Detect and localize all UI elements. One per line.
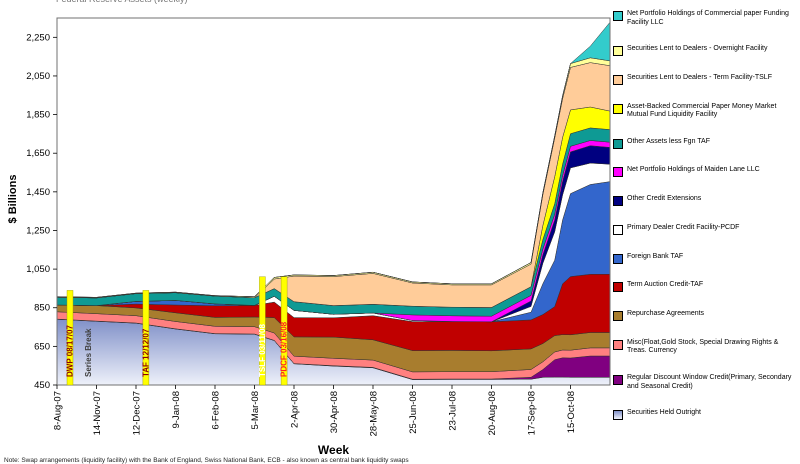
x-tick-label: 23-Jul-08: [448, 391, 459, 431]
clipped-chart-title: Federal Reserve Assets (weekly): [56, 0, 188, 4]
y-tick-label: 2,250: [26, 32, 50, 43]
x-tick-label: 20-Aug-08: [487, 391, 498, 435]
legend-label: Foreign Bank TAF: [627, 252, 684, 260]
legend-label: Securities Lent to Dealers - Overnight F…: [627, 45, 768, 53]
legend-item-other-credit-extensions: Other Credit Extensions: [613, 195, 799, 207]
x-tick-label: 5-Mar-08: [250, 391, 261, 430]
x-tick-label: 14-Nov-07: [92, 391, 103, 435]
legend-item-abcp-mmmf-liquidity: Asset-Backed Commercial Paper Money Mark…: [613, 103, 799, 121]
y-tick-label: 850: [34, 303, 50, 314]
y-tick-label: 450: [34, 380, 50, 391]
event-label: Series Break: [84, 328, 93, 377]
y-tick-label: 1,450: [26, 187, 50, 198]
event-bar-dwp: [66, 290, 74, 386]
legend-swatch-securities-lent-term-tslf: [613, 74, 623, 85]
legend-label: Asset-Backed Commercial Paper Money Mark…: [627, 102, 777, 119]
legend-item-cpff: Net Portfolio Holdings of Commercial pap…: [613, 10, 799, 28]
x-tick-label: 30-Apr-08: [329, 391, 340, 433]
x-tick-label: 17-Sep-08: [527, 391, 538, 435]
event-bar-pdcf: [280, 276, 288, 386]
x-tick-label: 25-Jun-08: [408, 391, 419, 434]
y-tick-label: 2,050: [26, 71, 50, 82]
legend-label: Misc(Float,Gold Stock, Special Drawing R…: [627, 338, 779, 355]
legend-label: Repurchase Agreements: [627, 309, 705, 317]
legend-swatch-other-assets-less-fgn-taf: [613, 138, 623, 149]
legend-item-term-auction-credit-taf: Term Auction Credit-TAF: [613, 281, 799, 293]
y-tick-label: 1,650: [26, 148, 50, 159]
legend-item-discount-window: Regular Discount Window Credit(Primary, …: [613, 374, 799, 392]
legend-item-maiden-lane: Net Portfolio Holdings of Maiden Lane LL…: [613, 166, 799, 178]
legend-item-repurchase-agreements: Repurchase Agreements: [613, 310, 799, 321]
legend-swatch-cpff: [613, 11, 623, 21]
legend-item-securities-lent-term-tslf: Securities Lent to Dealers - Term Facili…: [613, 74, 799, 85]
event-label: PDCF 03/16/08: [280, 321, 289, 377]
x-tick-label: 12-Dec-07: [132, 391, 143, 435]
legend-label: Other Assets less Fgn TAF: [627, 137, 710, 145]
legend-swatch-misc-float-gold: [613, 339, 623, 350]
legend-swatch-securities-held-outright: [613, 409, 623, 420]
legend-swatch-foreign-bank-taf: [613, 253, 623, 264]
chart-legend: Net Portfolio Holdings of Commercial pap…: [613, 10, 799, 420]
legend-swatch-other-credit-extensions: [613, 196, 623, 207]
legend-swatch-securities-lent-overnight: [613, 46, 623, 57]
event-bar-taf: [142, 290, 150, 386]
legend-label: Other Credit Extensions: [627, 195, 702, 203]
legend-swatch-abcp-mmmf-liquidity: [613, 103, 623, 114]
legend-swatch-repurchase-agreements: [613, 310, 623, 321]
y-tick-label: 650: [34, 341, 50, 352]
y-tick-label: 1,850: [26, 110, 50, 121]
legend-label: Primary Dealer Credit Facility-PCDF: [627, 223, 740, 231]
y-tick-label: 1,050: [26, 264, 50, 275]
legend-label: Securities Held Outright: [627, 408, 701, 416]
legend-label: Term Auction Credit-TAF: [627, 281, 704, 289]
x-tick-label: 28-May-08: [369, 391, 380, 436]
x-tick-label: 6-Feb-08: [211, 391, 222, 430]
legend-label: Net Portfolio Holdings of Maiden Lane LL…: [627, 166, 760, 174]
x-axis-title: Week: [317, 443, 350, 457]
legend-item-foreign-bank-taf: Foreign Bank TAF: [613, 253, 799, 264]
y-axis-title: $ Billions: [7, 174, 19, 224]
x-tick-label: 9-Jan-08: [171, 391, 182, 429]
legend-label: Regular Discount Window Credit(Primary, …: [627, 373, 792, 390]
y-tick-label: 1,250: [26, 226, 50, 237]
x-tick-label: 15-Oct-08: [566, 391, 577, 433]
footnote: Note: Swap arrangements (liquidity facil…: [4, 457, 409, 464]
event-label: DWP 08/17/07: [66, 325, 75, 377]
legend-swatch-discount-window: [613, 374, 623, 385]
legend-item-securities-held-outright: Securities Held Outright: [613, 409, 799, 420]
legend-label: Net Portfolio Holdings of Commercial pap…: [627, 10, 789, 26]
legend-item-other-assets-less-fgn-taf: Other Assets less Fgn TAF: [613, 138, 799, 149]
legend-item-misc-float-gold: Misc(Float,Gold Stock, Special Drawing R…: [613, 339, 799, 357]
legend-swatch-pdcf: [613, 224, 623, 235]
event-bar-tslf: [259, 276, 266, 386]
legend-swatch-term-auction-credit-taf: [613, 282, 623, 293]
x-tick-label: 2-Apr-08: [290, 391, 301, 428]
legend-item-pdcf: Primary Dealer Credit Facility-PCDF: [613, 224, 799, 235]
legend-item-securities-lent-overnight: Securities Lent to Dealers - Overnight F…: [613, 45, 799, 57]
legend-swatch-maiden-lane: [613, 167, 623, 178]
event-label: TAF 12/12/07: [141, 328, 150, 377]
event-label: TSLF 03/11/08: [258, 324, 267, 377]
legend-label: Securities Lent to Dealers - Term Facili…: [627, 73, 772, 81]
x-tick-label: 8-Aug-07: [53, 391, 64, 430]
